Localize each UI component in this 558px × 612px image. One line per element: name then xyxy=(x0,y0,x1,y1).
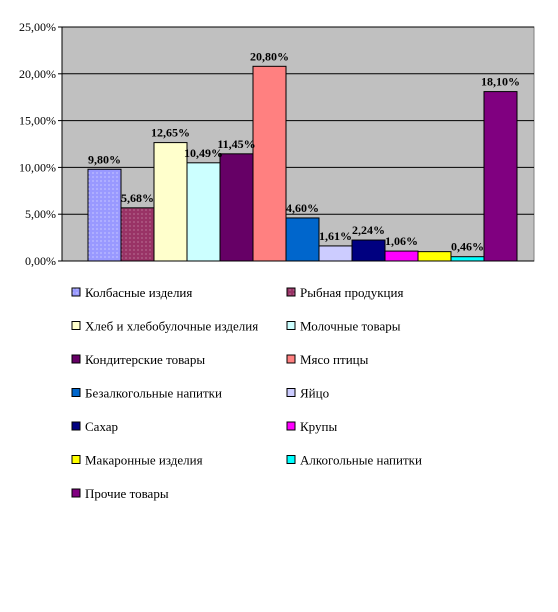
bar xyxy=(120,207,155,262)
bar xyxy=(219,153,254,262)
bar xyxy=(318,245,353,262)
legend-label: Рыбная продукция xyxy=(300,285,403,300)
legend-swatch xyxy=(286,321,296,330)
data-label: 20,80% xyxy=(250,49,289,63)
data-label: 12,65% xyxy=(151,126,190,140)
y-tick-label: 5,00% xyxy=(25,207,56,221)
bar xyxy=(483,91,518,262)
data-label: 1,06% xyxy=(385,234,418,248)
legend-swatch xyxy=(71,388,81,397)
legend-label: Алкогольные напитки xyxy=(300,453,422,468)
data-label: 9,80% xyxy=(88,152,121,166)
legend-swatch xyxy=(71,321,81,330)
legend-swatch xyxy=(286,287,296,297)
data-label: 2,24% xyxy=(352,223,385,237)
y-tick-label: 0,00% xyxy=(25,254,56,268)
bar xyxy=(351,239,386,262)
y-tick-label: 20,00% xyxy=(19,67,56,81)
bar xyxy=(450,256,485,262)
legend-swatch xyxy=(71,488,81,498)
legend-label: Прочие товары xyxy=(85,486,169,501)
legend: Колбасные изделия Рыбная продукция Хлеб и … xyxy=(71,285,422,501)
legend-label: Молочные товары xyxy=(300,319,401,334)
data-label: 1,61% xyxy=(319,229,352,243)
legend-label: Колбасные изделия xyxy=(85,285,192,300)
legend-swatch xyxy=(71,287,81,297)
legend-swatch xyxy=(286,421,296,431)
y-tick-label: 10,00% xyxy=(19,160,56,174)
data-label: 5,68% xyxy=(121,191,154,205)
data-label: 10,49% xyxy=(184,146,223,160)
y-tick-label: 25,00% xyxy=(19,20,56,34)
data-label: 0,46% xyxy=(451,240,484,254)
bar xyxy=(252,65,287,262)
legend-label: Крупы xyxy=(300,419,337,434)
data-label: 4,60% xyxy=(286,201,319,215)
bar xyxy=(186,162,221,262)
legend-label: Сахар xyxy=(85,419,118,434)
legend-swatch xyxy=(71,354,81,364)
legend-label: Мясо птицы xyxy=(300,352,369,367)
bar xyxy=(285,217,320,262)
legend-swatch xyxy=(286,455,296,464)
bar xyxy=(87,168,122,262)
bar xyxy=(417,251,452,262)
bar xyxy=(384,250,419,262)
y-tick-label: 15,00% xyxy=(19,114,56,128)
plot-area: 0,00% 5,00% 10,00% 15,00% 20,00% 25,00% 9,80% 5… xyxy=(19,20,535,268)
legend-swatch xyxy=(286,388,296,397)
legend-swatch xyxy=(286,354,296,364)
legend-label: Кондитерские товары xyxy=(85,352,205,367)
data-label: 18,10% xyxy=(481,75,520,89)
legend-label: Макаронные изделия xyxy=(85,453,203,468)
bar xyxy=(153,142,188,262)
legend-swatch xyxy=(71,455,81,464)
legend-swatch xyxy=(71,421,81,431)
data-label: 11,45% xyxy=(217,137,255,151)
legend-label: Хлеб и хлебобулочные изделия xyxy=(85,319,258,334)
legend-label: Безалкогольные напитки xyxy=(85,386,222,401)
legend-label: Яйцо xyxy=(300,386,329,401)
